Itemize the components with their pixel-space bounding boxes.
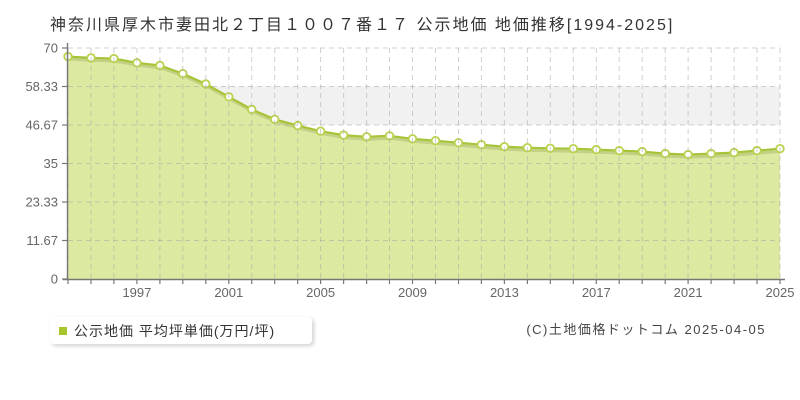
y-axis-label: 0 — [51, 272, 58, 287]
y-axis-label: 46.67 — [25, 118, 58, 133]
y-axis-label: 70 — [44, 41, 58, 56]
x-axis-label: 2005 — [306, 285, 335, 300]
y-axis-label: 58.33 — [25, 79, 58, 94]
x-axis-label: 2021 — [674, 285, 703, 300]
axes — [62, 43, 785, 284]
area-series — [63, 51, 785, 279]
chart-title: 神奈川県厚木市妻田北２丁目１００７番１７ 公示地価 地価推移[1994-2025… — [50, 17, 675, 34]
x-axis-label: 2013 — [490, 285, 519, 300]
price-trend-area-chart: 0 11.67 23.33 35 46.67 58.33 70 1997 2001 2005 200… — [25, 41, 794, 301]
x-axis-label: 2001 — [214, 285, 243, 300]
legend-series-label: 公示地価 平均坪単価(万円/坪) — [74, 322, 276, 339]
x-axis-label: 2009 — [398, 285, 427, 300]
copyright-text: (C)土地価格ドットコム 2025-04-05 — [526, 322, 766, 337]
x-axis-label: 1997 — [122, 285, 151, 300]
area-fill — [68, 56, 780, 279]
x-axis-label: 2017 — [582, 285, 611, 300]
x-axis-label: 2025 — [766, 285, 795, 300]
y-axis-label: 23.33 — [25, 195, 58, 210]
legend-marker-square — [59, 326, 67, 335]
axis-labels: 0 11.67 23.33 35 46.67 58.33 70 1997 2001 2005 200… — [25, 41, 794, 301]
y-axis-label: 35 — [44, 156, 58, 171]
y-axis-label: 11.67 — [26, 233, 58, 248]
legend-box: 公示地価 平均坪単価(万円/坪) — [50, 317, 312, 344]
